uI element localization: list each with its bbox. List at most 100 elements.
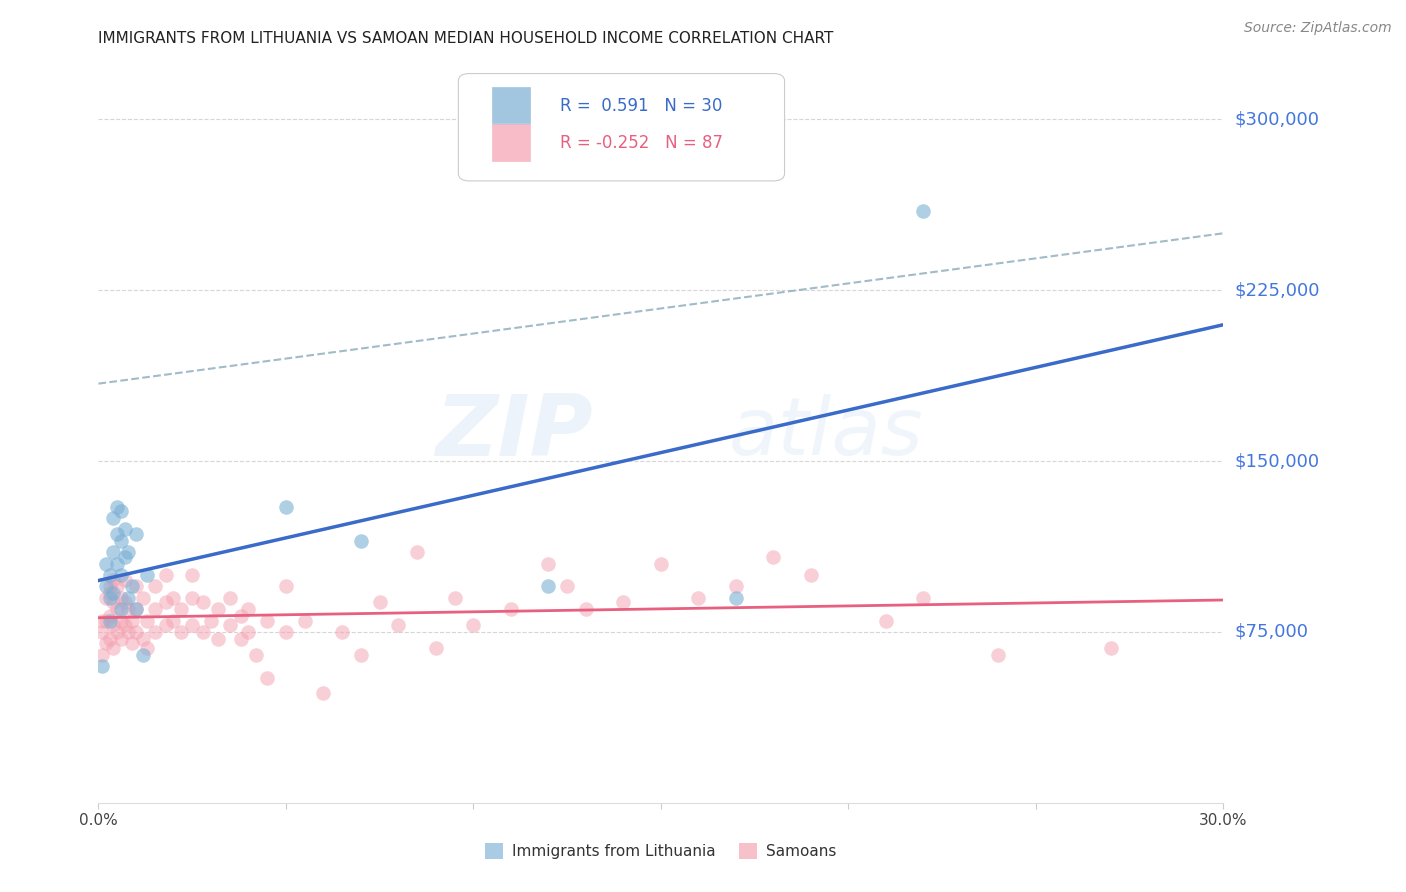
Point — [207, 602, 229, 616]
Legend: Immigrants from Lithuania, Samoans: Immigrants from Lithuania, Samoans — [479, 838, 842, 865]
Point — [103, 640, 125, 655]
Point — [688, 591, 710, 605]
Point — [274, 500, 297, 514]
Point — [105, 527, 128, 541]
Point — [537, 557, 560, 571]
Text: R = -0.252   N = 87: R = -0.252 N = 87 — [560, 134, 723, 152]
Point — [125, 624, 148, 639]
Point — [155, 618, 177, 632]
FancyBboxPatch shape — [458, 73, 785, 181]
Text: ZIP: ZIP — [436, 391, 593, 475]
Point — [91, 624, 114, 639]
Point — [114, 549, 136, 564]
Point — [800, 568, 823, 582]
Point — [103, 545, 125, 559]
Point — [612, 595, 634, 609]
Point — [143, 579, 166, 593]
Point — [94, 591, 117, 605]
Point — [762, 549, 785, 564]
Point — [218, 591, 240, 605]
Point — [229, 609, 252, 624]
Point — [229, 632, 252, 646]
Text: R =  0.591   N = 30: R = 0.591 N = 30 — [560, 97, 721, 115]
Point — [98, 614, 121, 628]
Point — [155, 568, 177, 582]
Point — [245, 648, 267, 662]
Text: $150,000: $150,000 — [1234, 452, 1319, 470]
Point — [105, 624, 128, 639]
FancyBboxPatch shape — [492, 123, 531, 162]
FancyBboxPatch shape — [492, 87, 531, 126]
Point — [912, 203, 935, 218]
Point — [94, 636, 117, 650]
Point — [110, 632, 132, 646]
Point — [136, 568, 159, 582]
Point — [256, 614, 278, 628]
Point — [132, 591, 155, 605]
Point — [114, 523, 136, 537]
Point — [499, 602, 522, 616]
Point — [114, 618, 136, 632]
Point — [117, 591, 139, 605]
Point — [121, 636, 143, 650]
Point — [181, 591, 204, 605]
Point — [143, 624, 166, 639]
Point — [103, 618, 125, 632]
Point — [114, 595, 136, 609]
Point — [110, 591, 132, 605]
Point — [330, 624, 353, 639]
Point — [162, 614, 184, 628]
Point — [117, 602, 139, 616]
Text: IMMIGRANTS FROM LITHUANIA VS SAMOAN MEDIAN HOUSEHOLD INCOME CORRELATION CHART: IMMIGRANTS FROM LITHUANIA VS SAMOAN MEDI… — [98, 31, 834, 46]
Point — [193, 595, 215, 609]
Point — [193, 624, 215, 639]
Point — [103, 573, 125, 587]
Point — [912, 591, 935, 605]
Point — [218, 618, 240, 632]
Point — [143, 602, 166, 616]
Point — [105, 500, 128, 514]
Point — [406, 545, 429, 559]
Point — [443, 591, 465, 605]
Point — [238, 624, 260, 639]
Point — [875, 614, 897, 628]
Point — [132, 648, 155, 662]
Point — [105, 557, 128, 571]
Point — [274, 624, 297, 639]
Point — [170, 624, 193, 639]
Point — [274, 579, 297, 593]
Point — [350, 533, 373, 548]
Point — [110, 614, 132, 628]
Point — [98, 632, 121, 646]
Point — [170, 602, 193, 616]
Point — [94, 614, 117, 628]
Point — [105, 602, 128, 616]
Point — [121, 579, 143, 593]
Point — [94, 557, 117, 571]
Point — [650, 557, 672, 571]
Point — [98, 579, 121, 593]
Point — [98, 568, 121, 582]
Point — [238, 602, 260, 616]
Point — [98, 591, 121, 605]
Text: $300,000: $300,000 — [1234, 111, 1319, 128]
Point — [110, 568, 132, 582]
Point — [103, 511, 125, 525]
Point — [136, 614, 159, 628]
Point — [125, 527, 148, 541]
Point — [94, 579, 117, 593]
Point — [425, 640, 447, 655]
Text: atlas: atlas — [728, 393, 924, 472]
Point — [537, 579, 560, 593]
Point — [155, 595, 177, 609]
Point — [105, 579, 128, 593]
Text: $225,000: $225,000 — [1234, 281, 1320, 299]
Point — [162, 591, 184, 605]
Point — [312, 686, 335, 700]
Text: $75,000: $75,000 — [1234, 623, 1309, 641]
Point — [125, 602, 148, 616]
Point — [575, 602, 598, 616]
Point — [256, 671, 278, 685]
Point — [91, 648, 114, 662]
Point — [368, 595, 391, 609]
